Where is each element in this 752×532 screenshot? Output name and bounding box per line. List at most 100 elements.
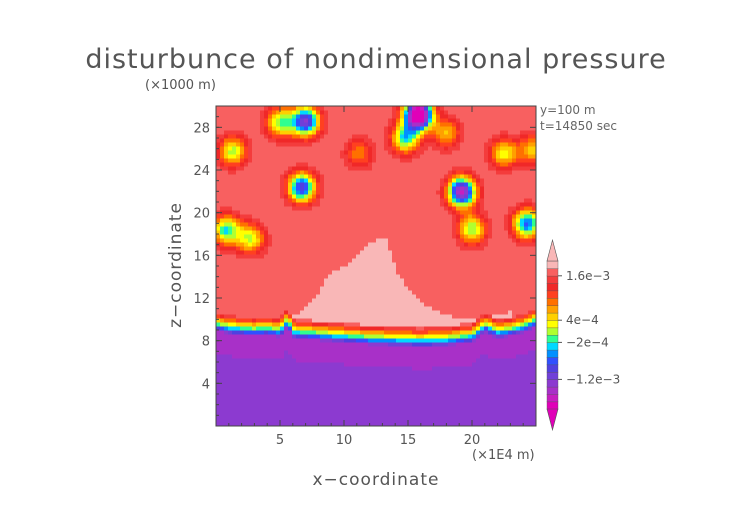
contour-cell — [216, 266, 221, 271]
contour-cell — [492, 206, 497, 211]
contour-cell — [324, 386, 329, 391]
contour-cell — [252, 402, 257, 407]
contour-cell — [272, 398, 277, 403]
contour-cell — [404, 350, 409, 355]
contour-cell — [380, 186, 385, 191]
contour-cell — [312, 394, 317, 399]
contour-cell — [272, 198, 277, 203]
contour-cell — [368, 238, 373, 243]
contour-cell — [436, 358, 441, 363]
contour-cell — [272, 418, 277, 423]
contour-cell — [444, 354, 449, 359]
contour-cell — [464, 194, 469, 199]
contour-cell — [460, 294, 465, 299]
contour-cell — [344, 362, 349, 367]
contour-cell — [504, 270, 509, 275]
contour-cell — [348, 350, 353, 355]
contour-cell — [508, 310, 513, 315]
contour-cell — [240, 282, 245, 287]
contour-cell — [528, 186, 533, 191]
contour-cell — [432, 218, 437, 223]
contour-cell — [460, 290, 465, 295]
contour-cell — [444, 314, 449, 319]
contour-cell — [256, 214, 261, 219]
contour-cell — [512, 374, 517, 379]
contour-cell — [504, 342, 509, 347]
contour-cell — [284, 350, 289, 355]
contour-cell — [336, 218, 341, 223]
contour-cell — [452, 354, 457, 359]
contour-cell — [216, 174, 221, 179]
contour-cell — [332, 374, 337, 379]
contour-cell — [312, 230, 317, 235]
contour-cell — [324, 250, 329, 255]
contour-cell — [236, 354, 241, 359]
contour-cell — [440, 398, 445, 403]
contour-cell — [232, 318, 237, 323]
contour-cell — [372, 362, 377, 367]
contour-cell — [332, 394, 337, 399]
contour-cell — [364, 306, 369, 311]
contour-cell — [292, 294, 297, 299]
contour-cell — [368, 242, 373, 247]
contour-cell — [232, 286, 237, 291]
contour-cell — [228, 290, 233, 295]
contour-cell — [316, 242, 321, 247]
contour-cell — [524, 182, 529, 187]
contour-cell — [508, 330, 513, 335]
contour-cell — [496, 254, 501, 259]
contour-cell — [444, 278, 449, 283]
contour-cell — [480, 270, 485, 275]
contour-cell — [316, 418, 321, 423]
contour-cell — [428, 234, 433, 239]
contour-cell — [476, 314, 481, 319]
contour-cell — [380, 214, 385, 219]
contour-cell — [460, 246, 465, 251]
contour-cell — [444, 250, 449, 255]
contour-cell — [316, 374, 321, 379]
contour-cell — [496, 270, 501, 275]
contour-cell — [364, 294, 369, 299]
contour-cell — [308, 318, 313, 323]
contour-cell — [348, 414, 353, 419]
contour-cell — [504, 294, 509, 299]
contour-cell — [496, 342, 501, 347]
contour-cell — [392, 330, 397, 335]
contour-cell — [312, 274, 317, 279]
contour-cell — [388, 226, 393, 231]
contour-cell — [496, 350, 501, 355]
contour-cell — [360, 390, 365, 395]
contour-cell — [400, 190, 405, 195]
contour-cell — [464, 342, 469, 347]
contour-cell — [408, 270, 413, 275]
contour-cell — [512, 258, 517, 263]
contour-cell — [356, 206, 361, 211]
contour-cell — [268, 290, 273, 295]
contour-cell — [432, 178, 437, 183]
contour-cell — [352, 362, 357, 367]
contour-cell — [448, 374, 453, 379]
contour-cell — [276, 210, 281, 215]
contour-cell — [248, 290, 253, 295]
contour-cell — [336, 230, 341, 235]
contour-cell — [332, 314, 337, 319]
contour-cell — [300, 182, 305, 187]
contour-cell — [328, 318, 333, 323]
contour-cell — [332, 186, 337, 191]
contour-cell — [420, 414, 425, 419]
contour-cell — [328, 210, 333, 215]
contour-cell — [332, 202, 337, 207]
contour-cell — [396, 286, 401, 291]
contour-cell — [348, 238, 353, 243]
contour-cell — [236, 206, 241, 211]
contour-cell — [348, 306, 353, 311]
contour-cell — [400, 358, 405, 363]
contour-cell — [412, 418, 417, 423]
contour-cell — [396, 314, 401, 319]
contour-cell — [264, 310, 269, 315]
contour-cell — [488, 378, 493, 383]
contour-cell — [260, 270, 265, 275]
contour-cell — [252, 218, 257, 223]
contour-cell — [304, 378, 309, 383]
contour-cell — [244, 390, 249, 395]
